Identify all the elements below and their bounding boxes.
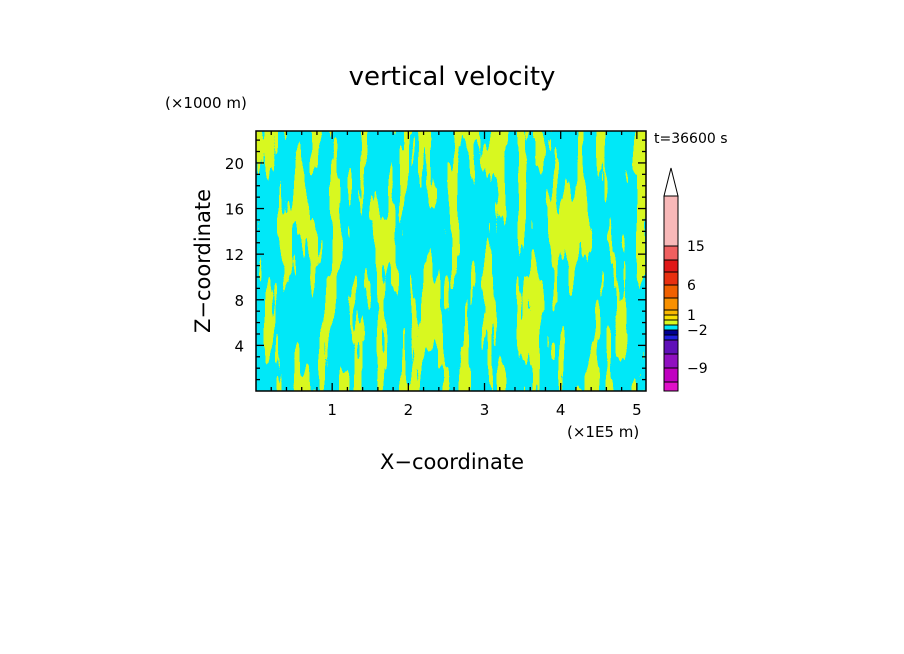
colorbar-level <box>663 284 679 299</box>
colorbar-level <box>663 381 679 392</box>
colorbar-level <box>663 324 679 331</box>
colorbar-level <box>663 259 679 273</box>
chart-title: vertical velocity <box>349 62 556 92</box>
colorbar-level <box>663 309 679 316</box>
y-tick-label: 20 <box>225 155 244 173</box>
colorbar-label: −9 <box>687 361 708 377</box>
x-tick-label: 2 <box>404 401 414 419</box>
field-positive-bands <box>256 131 646 391</box>
colorbar-label: −2 <box>687 323 708 339</box>
time-label: t=36600 s <box>654 131 728 147</box>
y-axis: 4 8 12 16 20 <box>225 139 646 381</box>
x-tick-label: 4 <box>556 401 566 419</box>
x-axis: 1 2 3 4 5 <box>270 131 642 419</box>
y-tick-label: 16 <box>225 201 244 219</box>
colorbar-level <box>663 353 679 369</box>
colorbar-level <box>663 329 679 336</box>
colorbar-label: 1 <box>687 308 696 324</box>
plot-area <box>256 131 646 391</box>
colorbar-label: 15 <box>687 239 705 255</box>
y-tick-label: 12 <box>225 246 244 264</box>
y-axis-label: Z−coordinate <box>191 189 215 333</box>
colorbar-extend-arrow <box>663 167 679 197</box>
colorbar-level <box>663 245 679 261</box>
colorbar-level <box>663 314 679 321</box>
colorbar-label: 6 <box>687 278 696 294</box>
x-unit-label: (×1E5 m) <box>567 423 639 441</box>
y-tick-label: 4 <box>234 337 244 355</box>
plot-frame <box>255 130 647 392</box>
y-unit-label: (×1000 m) <box>165 94 247 112</box>
colorbar-level <box>663 319 679 326</box>
colorbar-level <box>663 297 679 311</box>
colorbar-level <box>663 339 679 355</box>
colorbar-level <box>663 334 679 341</box>
x-tick-label: 5 <box>632 401 642 419</box>
x-tick-label: 3 <box>480 401 490 419</box>
colorbar-level <box>663 367 679 383</box>
colorbar-level <box>663 271 679 286</box>
colorbar-level <box>663 195 679 247</box>
y-tick-label: 8 <box>234 292 244 310</box>
colorbar: −9 −21 6 15 <box>663 167 708 392</box>
x-tick-label: 1 <box>327 401 337 419</box>
x-axis-label: X−coordinate <box>380 450 524 474</box>
